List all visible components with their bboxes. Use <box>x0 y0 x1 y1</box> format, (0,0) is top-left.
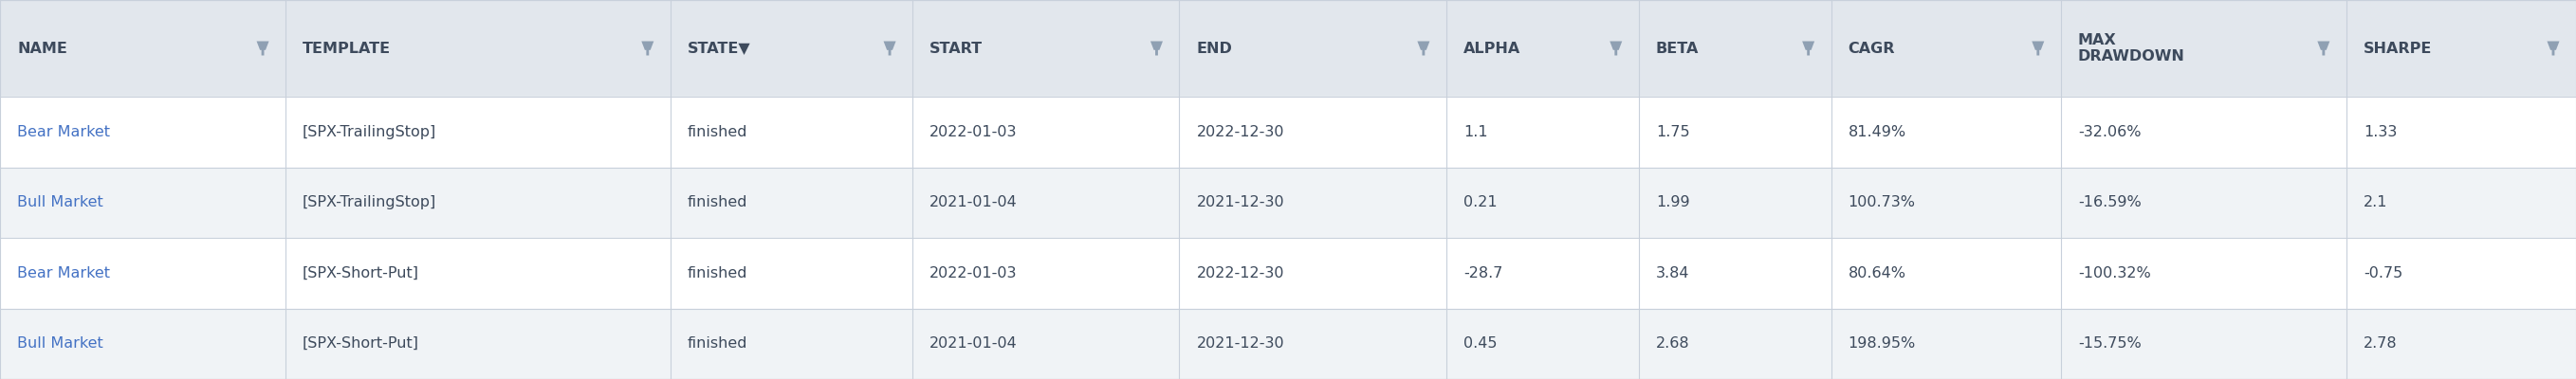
Text: Bear Market: Bear Market <box>18 266 111 280</box>
Text: NAME: NAME <box>18 41 67 55</box>
Bar <box>0 309 2576 379</box>
Text: finished: finished <box>688 125 747 139</box>
Text: 2022-12-30: 2022-12-30 <box>1195 125 1285 139</box>
Bar <box>0 238 2576 309</box>
Text: 2021-12-30: 2021-12-30 <box>1195 196 1285 210</box>
Bar <box>0 167 2576 238</box>
Polygon shape <box>1417 41 1430 55</box>
Text: -16.59%: -16.59% <box>2079 196 2141 210</box>
Polygon shape <box>1151 41 1162 55</box>
Polygon shape <box>1803 41 1814 55</box>
Text: [SPX-Short-Put]: [SPX-Short-Put] <box>301 266 420 280</box>
Text: 0.21: 0.21 <box>1463 196 1497 210</box>
Text: -100.32%: -100.32% <box>2079 266 2151 280</box>
Text: 80.64%: 80.64% <box>1847 266 1906 280</box>
Polygon shape <box>884 41 896 55</box>
Text: Bull Market: Bull Market <box>18 196 103 210</box>
Text: -32.06%: -32.06% <box>2079 125 2141 139</box>
Text: SHARPE: SHARPE <box>2362 41 2432 55</box>
Text: Bear Market: Bear Market <box>18 125 111 139</box>
Text: 198.95%: 198.95% <box>1847 337 1917 351</box>
Text: finished: finished <box>688 196 747 210</box>
Text: 1.1: 1.1 <box>1463 125 1489 139</box>
Polygon shape <box>258 41 268 55</box>
Polygon shape <box>641 41 654 55</box>
Text: -15.75%: -15.75% <box>2079 337 2141 351</box>
Text: [SPX-Short-Put]: [SPX-Short-Put] <box>301 337 420 351</box>
Text: 2021-01-04: 2021-01-04 <box>930 337 1018 351</box>
Bar <box>0 0 2576 97</box>
Text: 1.33: 1.33 <box>2362 125 2396 139</box>
Text: finished: finished <box>688 266 747 280</box>
Text: 3.84: 3.84 <box>1656 266 1690 280</box>
Text: 2021-01-04: 2021-01-04 <box>930 196 1018 210</box>
Polygon shape <box>2032 41 2045 55</box>
Text: 2022-12-30: 2022-12-30 <box>1195 266 1285 280</box>
Text: 2.68: 2.68 <box>1656 337 1690 351</box>
Text: ALPHA: ALPHA <box>1463 41 1520 55</box>
Bar <box>0 97 2576 167</box>
Text: BETA: BETA <box>1656 41 1698 55</box>
Text: finished: finished <box>688 337 747 351</box>
Text: 81.49%: 81.49% <box>1847 125 1906 139</box>
Text: [SPX-TrailingStop]: [SPX-TrailingStop] <box>301 125 435 139</box>
Text: 2021-12-30: 2021-12-30 <box>1195 337 1285 351</box>
Text: -28.7: -28.7 <box>1463 266 1502 280</box>
Text: 0.45: 0.45 <box>1463 337 1497 351</box>
Text: 2022-01-03: 2022-01-03 <box>930 266 1018 280</box>
Text: 1.75: 1.75 <box>1656 125 1690 139</box>
Text: [SPX-TrailingStop]: [SPX-TrailingStop] <box>301 196 435 210</box>
Text: 100.73%: 100.73% <box>1847 196 1917 210</box>
Polygon shape <box>2548 41 2561 55</box>
Text: START: START <box>930 41 984 55</box>
Text: TEMPLATE: TEMPLATE <box>301 41 392 55</box>
Text: 2022-01-03: 2022-01-03 <box>930 125 1018 139</box>
Text: 2.78: 2.78 <box>2362 337 2398 351</box>
Text: STATE▼: STATE▼ <box>688 41 750 55</box>
Text: CAGR: CAGR <box>1847 41 1896 55</box>
Text: Bull Market: Bull Market <box>18 337 103 351</box>
Text: -0.75: -0.75 <box>2362 266 2403 280</box>
Polygon shape <box>1610 41 1623 55</box>
Text: 1.99: 1.99 <box>1656 196 1690 210</box>
Polygon shape <box>2318 41 2329 55</box>
Text: 2.1: 2.1 <box>2362 196 2388 210</box>
Text: END: END <box>1195 41 1231 55</box>
Text: MAX
DRAWDOWN: MAX DRAWDOWN <box>2079 33 2184 64</box>
